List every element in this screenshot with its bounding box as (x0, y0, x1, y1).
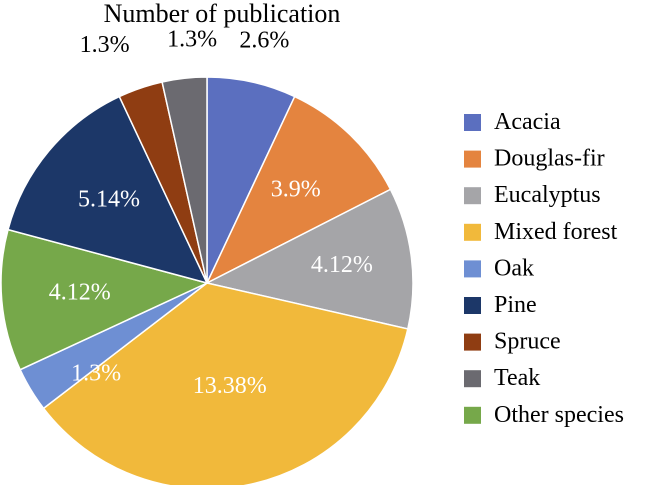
legend-label-acacia: Acacia (494, 109, 561, 135)
legend-label-teak: Teak (494, 365, 540, 391)
legend-swatch-douglas-fir (464, 150, 481, 168)
data-label-other-species: 4.12% (49, 280, 111, 306)
legend-label-oak: Oak (494, 255, 534, 281)
data-label-oak: 1.3% (71, 360, 121, 386)
legend-item-acacia: Acacia (464, 109, 561, 135)
data-label-douglas-fir: 3.9% (271, 177, 321, 203)
pie-labels: 2.6% 3.9% 4.12% 13.38% 1.3% 4.12% 5.14% 1.3% 1.3… (49, 26, 373, 399)
legend-label-douglas-fir: Douglas-fir (494, 146, 605, 172)
data-label-teak: 1.3% (167, 26, 217, 52)
legend-item-eucalyptus: Eucalyptus (464, 182, 601, 208)
slice-other-species (0, 228, 210, 371)
slice-pine (7, 95, 209, 285)
legend-swatch-teak (464, 370, 481, 388)
data-label-acacia: 2.6% (239, 27, 289, 53)
legend-swatch-other-species (464, 406, 481, 424)
slice-teak (161, 76, 208, 284)
legend-item-teak: Teak (464, 365, 540, 391)
chart-title: Number of publication (104, 0, 341, 28)
legend-label-eucalyptus: Eucalyptus (494, 182, 601, 208)
legend: Acacia Douglas-fir Eucalyptus Mixed forest O… (464, 109, 624, 428)
legend-swatch-mixed-forest (464, 223, 481, 241)
legend-label-mixed-forest: Mixed forest (494, 219, 618, 245)
legend-item-other-species: Other species (464, 402, 624, 428)
slice-douglas-fir (205, 95, 392, 285)
legend-label-spruce: Spruce (494, 329, 561, 355)
legend-item-mixed-forest: Mixed forest (464, 219, 618, 245)
legend-label-pine: Pine (494, 292, 537, 318)
legend-swatch-oak (464, 260, 481, 278)
pie-slices (0, 76, 414, 485)
data-label-spruce: 1.3% (80, 32, 130, 58)
legend-item-spruce: Spruce (464, 329, 561, 355)
legend-item-douglas-fir: Douglas-fir (464, 146, 605, 172)
legend-item-oak: Oak (464, 255, 534, 281)
data-label-mixed-forest: 13.38% (193, 373, 267, 399)
slice-mixed-forest (42, 282, 409, 485)
legend-item-pine: Pine (464, 292, 537, 318)
legend-swatch-acacia (464, 114, 481, 131)
data-label-pine: 5.14% (78, 187, 140, 213)
legend-swatch-pine (464, 297, 481, 314)
legend-label-other-species: Other species (494, 402, 624, 428)
legend-swatch-spruce (464, 333, 481, 351)
data-label-eucalyptus: 4.12% (311, 252, 373, 278)
legend-swatch-eucalyptus (464, 187, 481, 205)
